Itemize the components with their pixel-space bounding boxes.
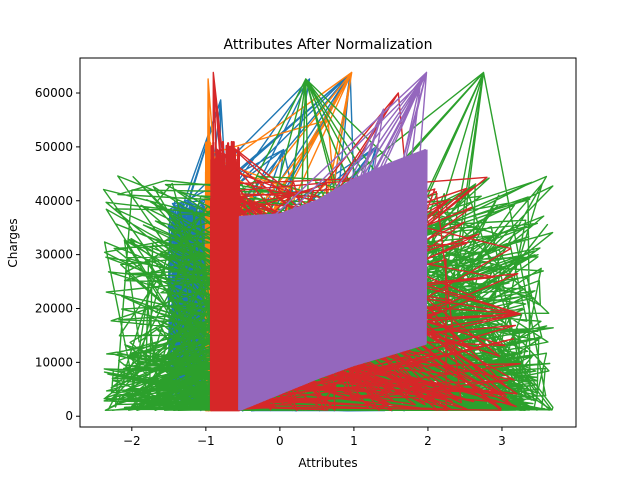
x-tick-label: 1 xyxy=(350,434,358,448)
x-axis-title: Attributes xyxy=(298,456,357,470)
plot-frame xyxy=(79,57,577,428)
y-axis: 0 10000 20000 30000 40000 50000 60000 xyxy=(35,86,80,423)
y-tick-label: 50000 xyxy=(35,140,73,154)
x-tick-label: 2 xyxy=(424,434,432,448)
y-tick-label: 0 xyxy=(65,409,73,423)
series-layer xyxy=(102,71,554,412)
series-3-line-band xyxy=(209,140,241,412)
series-4-line-band xyxy=(238,149,428,411)
y-tick-label: 30000 xyxy=(35,248,73,262)
x-tick-label: 3 xyxy=(498,434,506,448)
y-tick-label: 40000 xyxy=(35,194,73,208)
x-tick-label: −1 xyxy=(197,434,215,448)
x-tick-label: 0 xyxy=(276,434,284,448)
x-tick-label: −2 xyxy=(123,434,141,448)
x-axis: −2 −1 0 1 2 3 xyxy=(123,427,506,448)
chart-title: Attributes After Normalization xyxy=(224,37,433,53)
y-tick-label: 10000 xyxy=(35,355,73,369)
y-tick-label: 20000 xyxy=(35,301,73,315)
y-tick-label: 60000 xyxy=(35,86,73,100)
y-axis-title: Charges xyxy=(6,218,20,267)
